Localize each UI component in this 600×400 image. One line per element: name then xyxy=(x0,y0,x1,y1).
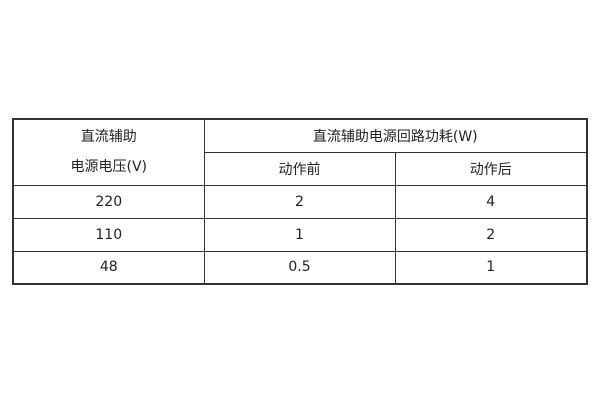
power-group-header: 直流辅助电源回路功耗(W) xyxy=(203,118,588,153)
after-cell: 4 xyxy=(394,184,588,219)
voltage-cell: 48 xyxy=(12,250,205,285)
voltage-header: 直流辅助 电源电压(V) xyxy=(12,118,205,186)
after-cell: 1 xyxy=(394,250,588,285)
voltage-header-line1: 直流辅助 xyxy=(80,129,137,146)
voltage-header-line2: 电源电压(V) xyxy=(70,159,147,176)
after-header: 动作后 xyxy=(394,151,588,186)
before-cell: 0.5 xyxy=(203,250,396,285)
table-row: 48 0.5 1 xyxy=(12,250,588,285)
table-row: 220 2 4 xyxy=(12,184,588,219)
before-cell: 2 xyxy=(203,184,396,219)
after-cell: 2 xyxy=(394,217,588,252)
voltage-cell: 110 xyxy=(12,217,205,252)
voltage-cell: 220 xyxy=(12,184,205,219)
before-cell: 1 xyxy=(203,217,396,252)
power-consumption-table: 直流辅助 电源电压(V) 直流辅助电源回路功耗(W) 动作前 动作后 220 2… xyxy=(12,118,588,285)
before-header: 动作前 xyxy=(203,151,396,186)
table-row: 110 1 2 xyxy=(12,217,588,252)
